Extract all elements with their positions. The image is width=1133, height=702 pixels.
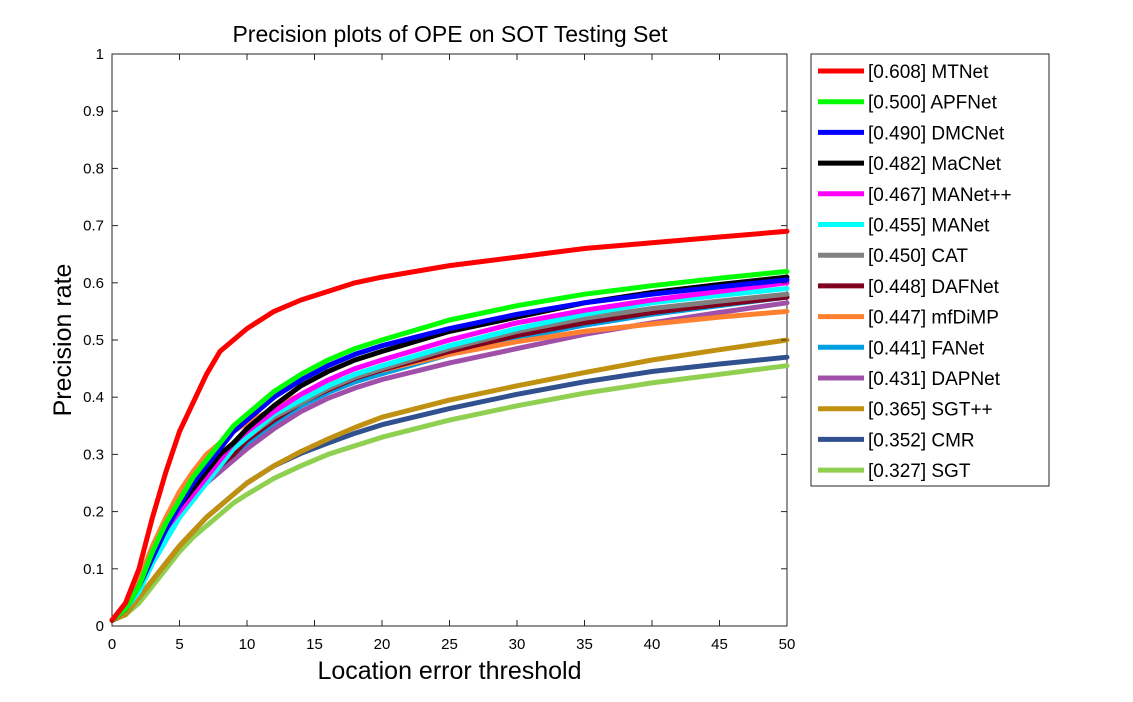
legend-label-sgtplusplus: [0.365] SGT++: [868, 400, 993, 421]
x-tick-label: 35: [576, 636, 593, 653]
y-tick-label: 0: [96, 618, 104, 635]
legend-label-dapnet: [0.431] DAPNet: [868, 369, 1001, 390]
x-tick-label: 30: [509, 636, 526, 653]
legend-label-manetplusplus: [0.467] MANet++: [868, 185, 1012, 206]
x-axis-label: Location error threshold: [317, 657, 581, 685]
y-tick-label: 0.6: [83, 275, 104, 292]
legend-label-mfdimp: [0.447] mfDiMP: [868, 308, 999, 329]
series-line-manet: [109, 286, 790, 623]
legend-label-apfnet: [0.500] APFNet: [868, 93, 998, 114]
legend-label-dmcnet: [0.490] DMCNet: [868, 123, 1005, 144]
legend-box: [810, 53, 1050, 487]
legend: [0.608] MTNet [0.500] APFNet [0.490] DMCNe…: [810, 53, 1050, 487]
x-tick-label: 10: [239, 636, 256, 653]
chart-title: Precision plots of OPE on SOT Testing Se…: [232, 21, 668, 47]
legend-label-sgt: [0.327] SGT: [868, 461, 971, 482]
y-tick-label: 0.1: [83, 561, 104, 578]
y-tick-label: 0.8: [83, 160, 104, 177]
legend-items: [0.608] MTNet [0.500] APFNet [0.490] DMCNe…: [818, 62, 1012, 482]
y-tick-label: 0.4: [83, 389, 104, 406]
series-lines: [109, 228, 790, 623]
x-tick-label: 5: [175, 636, 183, 653]
y-tick-label: 1: [96, 46, 104, 63]
y-axis-label: Precision rate: [49, 264, 77, 417]
legend-label-macnet: [0.482] MaCNet: [868, 154, 1002, 175]
series-line-apfnet: [109, 268, 790, 623]
series-line-sgt: [109, 363, 790, 623]
legend-label-cat: [0.450] CAT: [868, 246, 968, 267]
x-tick-label: 20: [374, 636, 391, 653]
x-tick-label: 25: [441, 636, 458, 653]
x-tick-label: 0: [108, 636, 116, 653]
y-tick-label: 0.9: [83, 103, 104, 120]
y-tick-label: 0.2: [83, 504, 104, 521]
legend-label-dafnet: [0.448] DAFNet: [868, 277, 1000, 298]
legend-label-manet: [0.455] MANet: [868, 216, 990, 237]
series-line-sgtplusplus: [109, 337, 790, 623]
x-tick-label: 15: [306, 636, 323, 653]
legend-label-fanet: [0.441] FANet: [868, 338, 985, 359]
y-tick-label: 0.7: [83, 218, 104, 235]
legend-label-mtnet: [0.608] MTNet: [868, 62, 989, 83]
x-tick-label: 45: [711, 636, 728, 653]
y-tick-label: 0.3: [83, 446, 104, 463]
y-tick-label: 0.5: [83, 332, 104, 349]
x-tick-label: 40: [644, 636, 661, 653]
series-line-mtnet: [109, 228, 790, 623]
x-tick-label: 50: [779, 636, 796, 653]
axis-ticks: 0 5 10 15 20 25 30 35 40 45 50 0 0.1 0.2 0.3 0.4 0.5 0.6 0…: [83, 46, 795, 653]
legend-label-cmr: [0.352] CMR: [868, 430, 975, 451]
